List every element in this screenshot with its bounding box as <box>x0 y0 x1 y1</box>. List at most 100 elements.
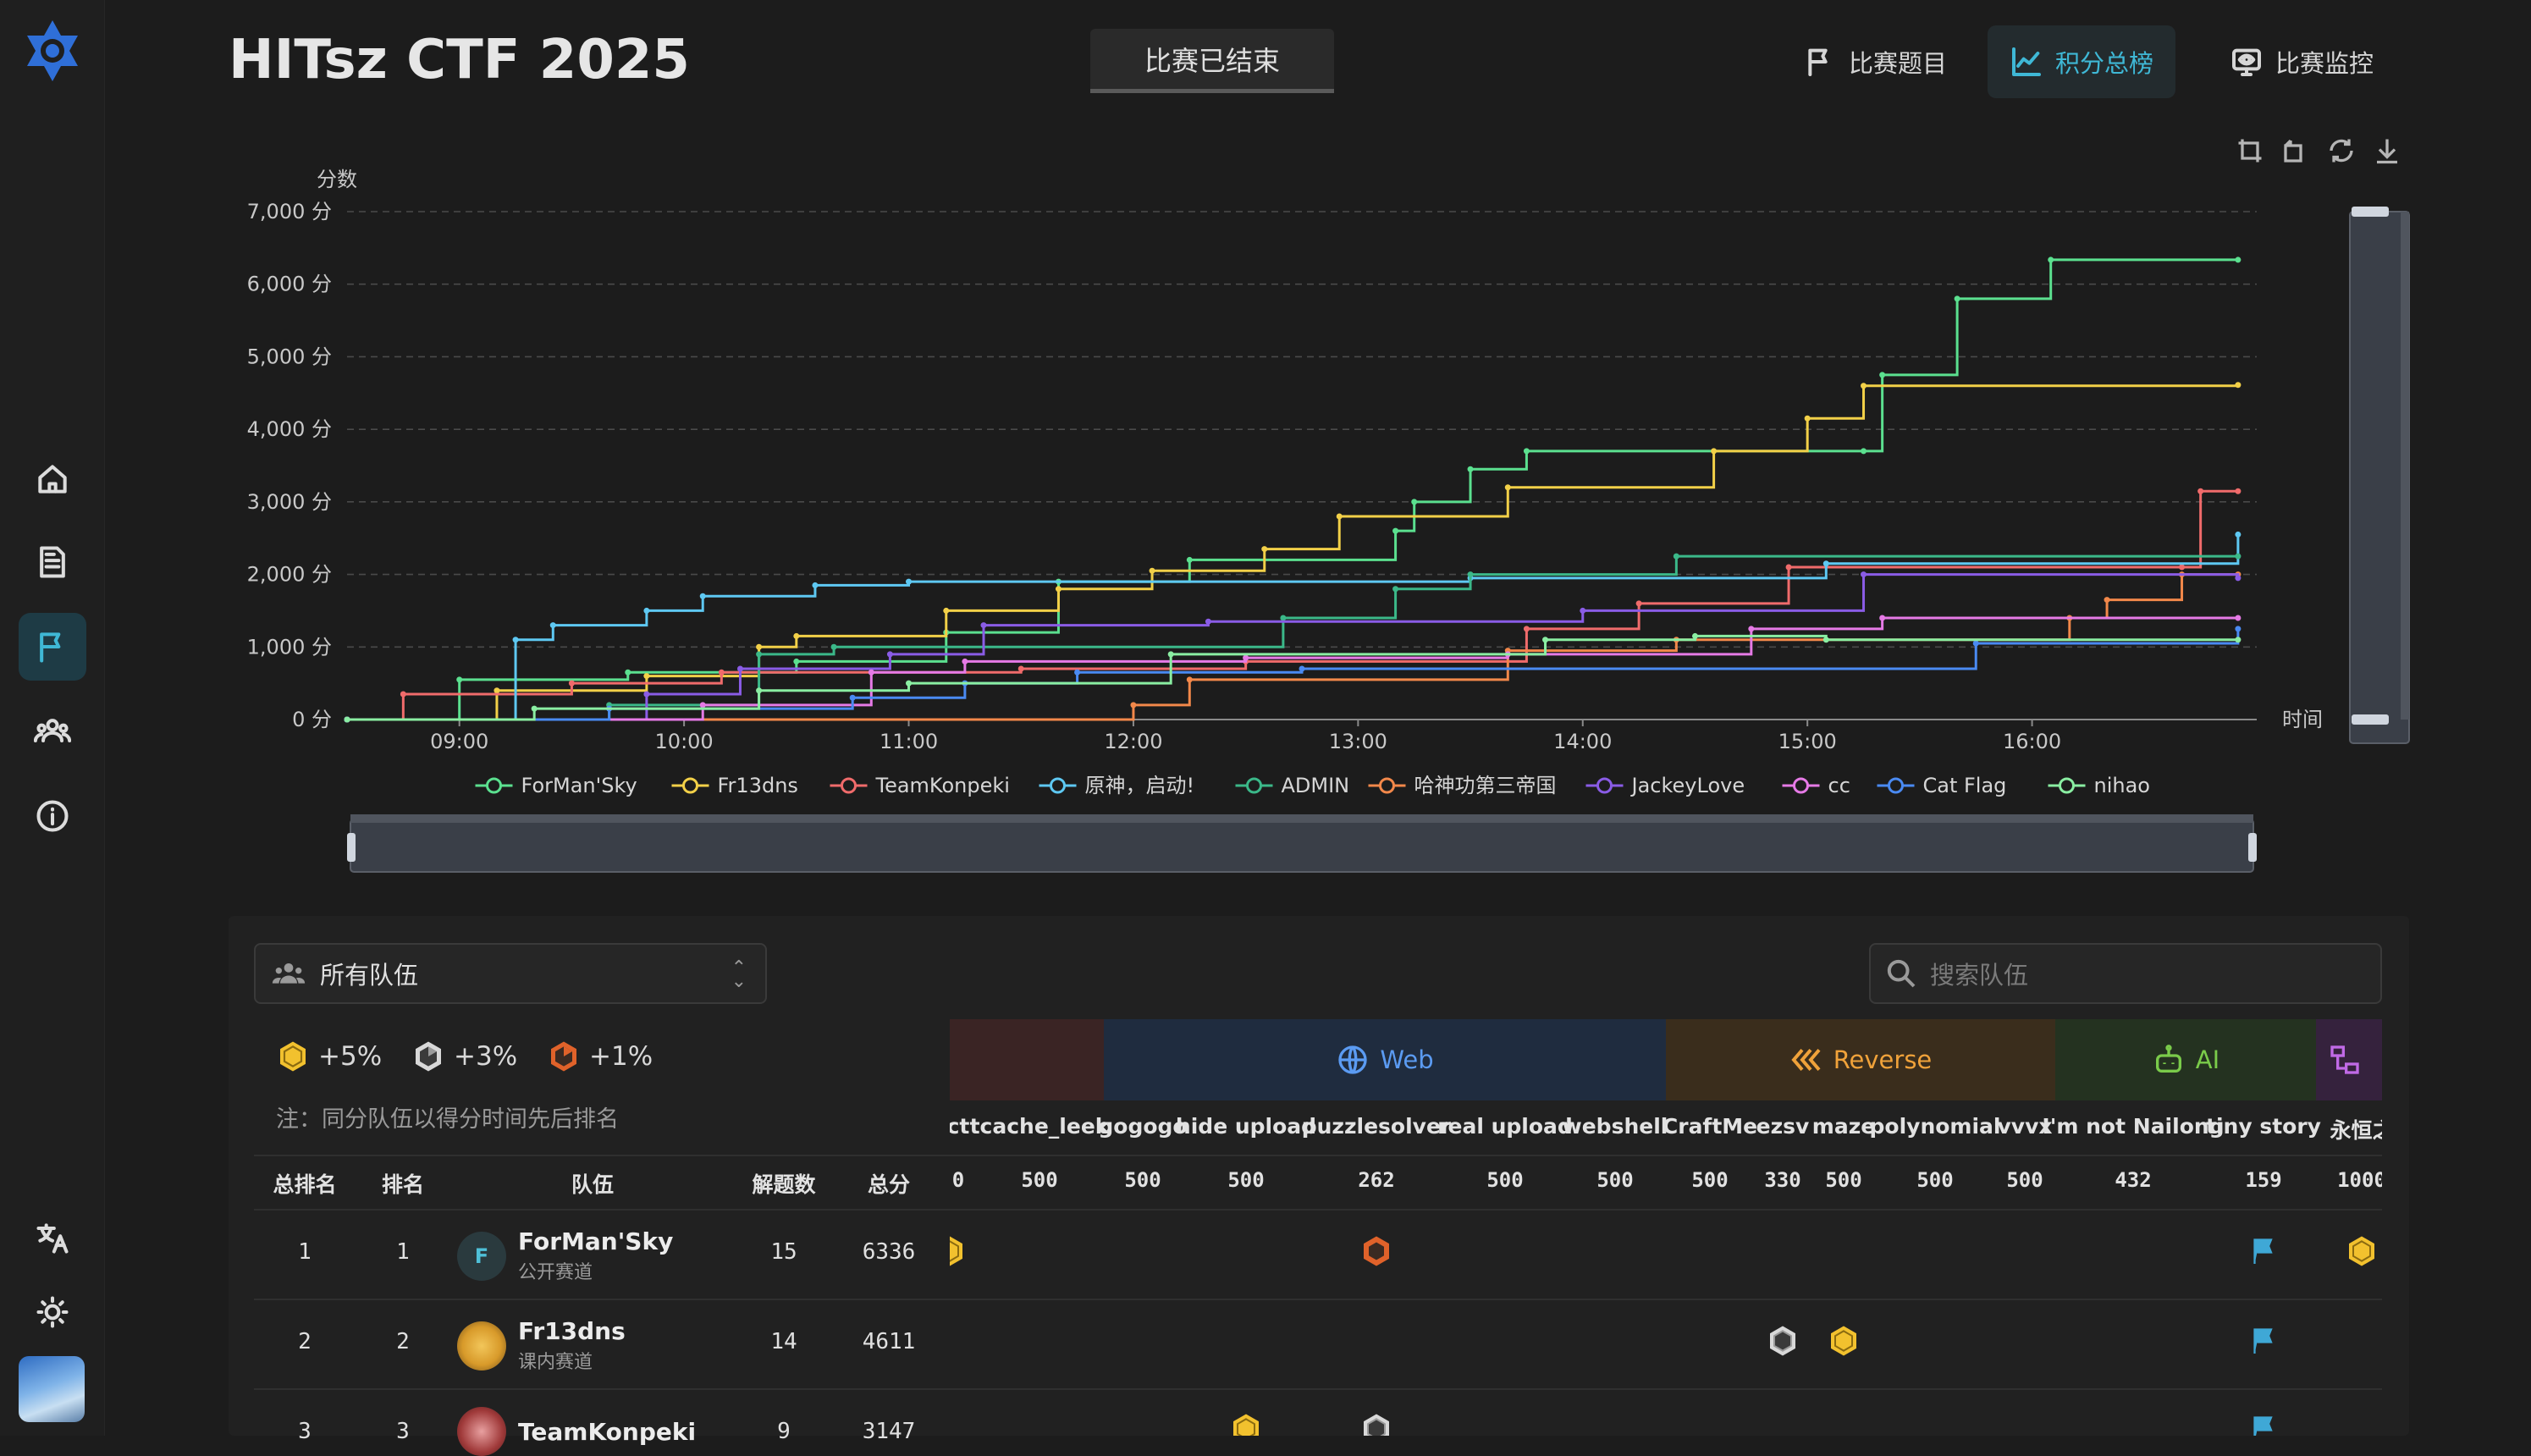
refresh-icon[interactable] <box>2326 135 2357 166</box>
series-point <box>1243 654 1249 661</box>
series-point <box>2104 597 2110 604</box>
challenge-points: 500 <box>1596 1168 1634 1192</box>
row-solved: 9 <box>777 1419 791 1444</box>
series-point <box>943 607 950 614</box>
home-nav-button[interactable] <box>19 445 86 513</box>
users-icon <box>272 963 306 984</box>
team-cell[interactable]: TeamKonpeki <box>457 1407 696 1456</box>
series-point <box>1167 651 1174 658</box>
team-cell[interactable]: F ForMan'Sky 公开赛道 <box>457 1227 673 1284</box>
home-icon <box>38 465 67 494</box>
teams-nav-button[interactable] <box>19 698 86 765</box>
legend-swatch <box>1596 777 1613 794</box>
series-point <box>980 622 987 629</box>
series-point <box>2235 531 2242 538</box>
challenge-name[interactable]: polynomial <box>1869 1114 2001 1139</box>
sun-icon <box>36 1296 69 1328</box>
team-search-placeholder: 搜索队伍 <box>1930 961 2029 990</box>
challenge-points: 262 <box>1358 1168 1395 1192</box>
challenge-points: 0 <box>951 1168 965 1192</box>
series-point <box>1411 499 1418 505</box>
series-point <box>494 687 500 694</box>
series-point <box>1861 571 1867 578</box>
legend-item[interactable]: nihao <box>2094 774 2150 797</box>
games-nav-button[interactable] <box>19 613 86 681</box>
legend-item[interactable]: Cat Flag <box>1923 774 2007 797</box>
series-point <box>549 622 556 629</box>
download-icon[interactable] <box>2372 135 2402 166</box>
legend-item[interactable]: TeamKonpeki <box>875 774 1010 797</box>
series-point <box>2235 382 2242 389</box>
series-point <box>1822 637 1829 643</box>
user-avatar[interactable] <box>19 1356 85 1422</box>
series-point <box>1504 484 1511 491</box>
legend-item[interactable]: Fr13dns <box>718 774 798 797</box>
legend-item[interactable]: ForMan'Sky <box>521 774 637 797</box>
challenge-name[interactable]: tiny story <box>2206 1114 2321 1139</box>
challenge-points: 500 <box>1486 1168 1524 1192</box>
challenge-name[interactable]: ezsv <box>1756 1114 1810 1139</box>
challenge-name[interactable]: puzzlesolver <box>1301 1114 1452 1139</box>
tab-challenges[interactable]: 比赛题目 <box>1781 25 1969 98</box>
challenge-name[interactable]: webshell <box>1562 1114 1668 1139</box>
team-scope-select[interactable]: 所有队伍 ⌃ ⌄ <box>254 943 767 1004</box>
challenge-name[interactable]: tcache_leek <box>969 1114 1110 1139</box>
tab-scoreboard-label: 积分总榜 <box>2055 49 2154 78</box>
legend-item[interactable]: 哈神功第三帝国 <box>1414 774 1557 797</box>
series-point <box>2235 637 2242 643</box>
search-icon <box>1887 959 1916 988</box>
vertical-zoom-handle-bottom <box>2352 714 2389 725</box>
row-solved: 14 <box>770 1329 797 1354</box>
data-zoom-handle-right <box>2248 833 2257 862</box>
tab-scoreboard[interactable]: 积分总榜 <box>1988 25 2176 98</box>
team-scope-value: 所有队伍 <box>320 961 419 990</box>
row-total: 6336 <box>862 1239 916 1265</box>
challenge-name[interactable]: gogogo <box>1098 1114 1188 1139</box>
series-point <box>1861 448 1867 455</box>
challenge-name[interactable]: vvvx <box>1997 1114 2053 1139</box>
challenge-name[interactable]: I'm not Nailong <box>2042 1114 2225 1139</box>
bonus-second-label: +3% <box>454 1041 518 1072</box>
series-point <box>2235 626 2242 632</box>
zoom-select-icon[interactable] <box>2235 135 2265 166</box>
series-line <box>347 534 2240 721</box>
challenge-name[interactable]: CraftMe <box>1662 1114 1758 1139</box>
series-point <box>793 632 800 639</box>
legend-item[interactable]: cc <box>1828 774 1850 797</box>
challenge-name[interactable]: ct <box>946 1114 970 1139</box>
series-point <box>2179 564 2186 571</box>
challenge-name[interactable]: real upload <box>1437 1114 1573 1139</box>
row-rank: 2 <box>396 1329 410 1354</box>
gold-blood-icon <box>1229 1412 1263 1436</box>
y-tick-label: 3,000 分 <box>247 490 332 514</box>
tab-monitor[interactable]: 比赛监控 <box>2208 25 2396 98</box>
team-avatar-image <box>457 1407 506 1456</box>
challenge-name[interactable]: maze <box>1811 1114 1876 1139</box>
team-cell[interactable]: Fr13dns 课内赛道 <box>457 1317 626 1374</box>
divider <box>254 1209 2382 1211</box>
logo-icon[interactable] <box>17 15 88 86</box>
silver-blood-icon <box>1359 1412 1393 1436</box>
challenge-name[interactable]: 永恒之 <box>2330 1118 2394 1143</box>
legend-item[interactable]: ADMIN <box>1282 774 1350 797</box>
sidebar <box>0 0 105 1436</box>
legend-item[interactable]: JackeyLove <box>1630 774 1745 797</box>
series-line <box>347 573 2238 721</box>
posts-nav-button[interactable] <box>19 528 86 596</box>
category-ai: AI <box>2055 1019 2316 1100</box>
series-point <box>456 676 463 683</box>
flag-icon <box>40 632 61 663</box>
team-search-input[interactable]: 搜索队伍 <box>1869 943 2382 1004</box>
gold-blood-icon <box>1827 1324 1861 1361</box>
series-point <box>1879 615 1886 621</box>
data-zoom-handle-left <box>347 833 356 862</box>
series-point <box>962 658 968 665</box>
silver-blood-icon <box>416 1041 441 1072</box>
challenge-name[interactable]: hide upload <box>1175 1114 1317 1139</box>
zoom-reset-icon[interactable] <box>2280 135 2311 166</box>
legend-item[interactable]: 原神，启动! <box>1085 774 1195 797</box>
theme-toggle-button[interactable] <box>19 1278 86 1346</box>
language-button[interactable] <box>19 1204 86 1271</box>
about-nav-button[interactable] <box>19 782 86 850</box>
row-total: 3147 <box>862 1419 916 1444</box>
